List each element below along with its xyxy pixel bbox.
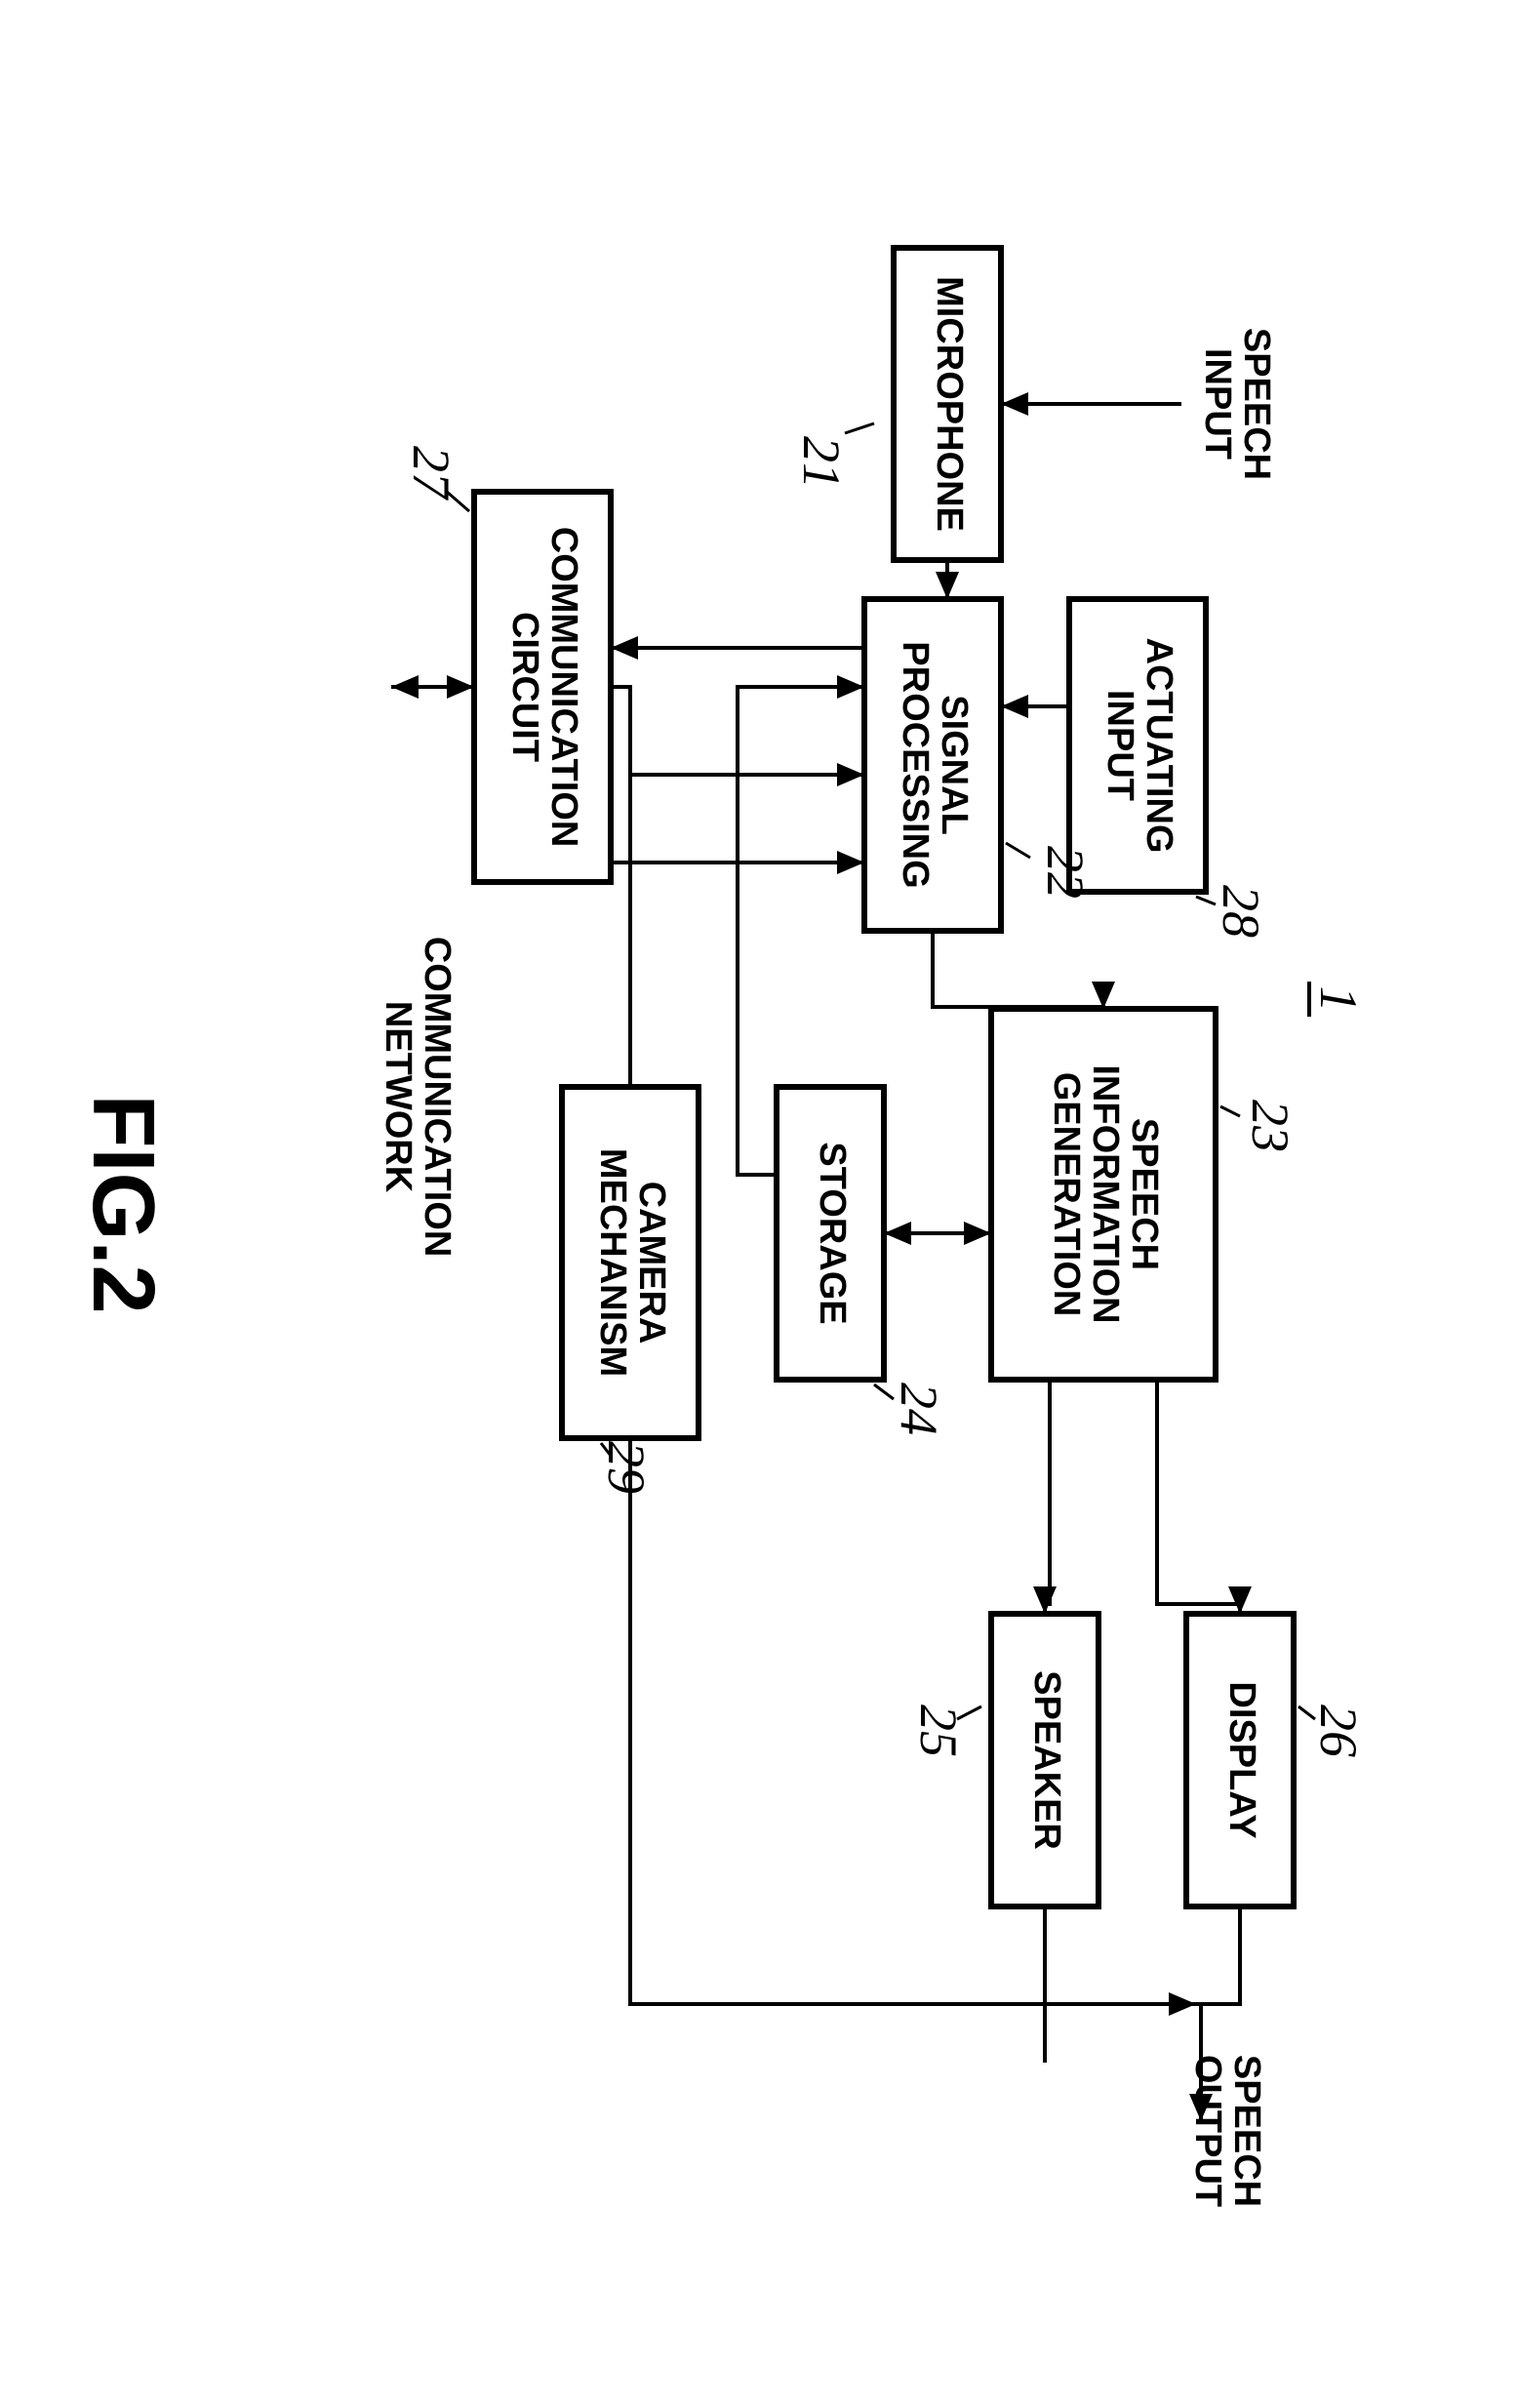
ref-speech_gen: 23	[1241, 1100, 1299, 1152]
ref-leader	[845, 423, 874, 433]
connector-line	[630, 775, 864, 1087]
arrowhead-icon	[447, 675, 474, 699]
text-label: DISPLAY	[1221, 1681, 1262, 1838]
ref-display: 26	[1309, 1705, 1368, 1757]
arrowhead-icon	[1033, 1586, 1057, 1614]
arrowhead-icon	[1169, 1992, 1196, 2016]
arrowhead-icon	[964, 1222, 991, 1245]
connector-line	[630, 1438, 1045, 2004]
text-label: SPEAKER	[1026, 1670, 1067, 1850]
connector-line	[933, 931, 1103, 1009]
text-label: COMMUNICATIONNETWORK	[378, 937, 458, 1258]
ref-microphone: 21	[792, 436, 851, 489]
arrowhead-icon	[837, 675, 864, 699]
text-label: CAMERAMECHANISM	[592, 1148, 672, 1377]
ref-leader	[1220, 1106, 1240, 1116]
text-label: STORAGE	[812, 1142, 853, 1324]
ref-storage: 24	[890, 1383, 948, 1435]
arrowhead-icon	[884, 1222, 911, 1245]
arrowhead-icon	[1228, 1586, 1252, 1614]
connector-line	[1045, 1906, 1240, 2004]
ref-system: 1	[1309, 986, 1368, 1013]
diagram-rotated-wrap: MICROPHONEACTUATINGINPUTSIGNALPROCESSING…	[0, 131, 1518, 2277]
connector-line	[1157, 1380, 1240, 1614]
figure-label: FIG.2	[74, 1094, 172, 1313]
ref-speaker: 25	[909, 1705, 968, 1757]
arrowhead-icon	[611, 636, 638, 660]
arrowhead-icon	[391, 675, 419, 699]
page: MICROPHONEACTUATINGINPUTSIGNALPROCESSING…	[0, 0, 1518, 2408]
ref-signal_proc: 22	[1036, 846, 1095, 899]
ref-leader	[1006, 843, 1030, 858]
text-label: MICROPHONE	[929, 276, 970, 532]
ref-actuating: 28	[1212, 885, 1270, 938]
arrowhead-icon	[1001, 695, 1028, 718]
arrowhead-icon	[1092, 982, 1115, 1009]
ref-comm_circuit: 27	[402, 446, 460, 501]
connector-line	[1045, 1380, 1050, 1614]
arrowhead-icon	[1001, 392, 1028, 416]
text-label: SPEECHINPUT	[1197, 328, 1277, 480]
arrowhead-icon	[837, 763, 864, 786]
block-diagram-svg: MICROPHONEACTUATINGINPUTSIGNALPROCESSING…	[0, 131, 1518, 2277]
arrowhead-icon	[936, 572, 959, 599]
text-label: SPEECHOUTPUT	[1187, 2055, 1267, 2207]
